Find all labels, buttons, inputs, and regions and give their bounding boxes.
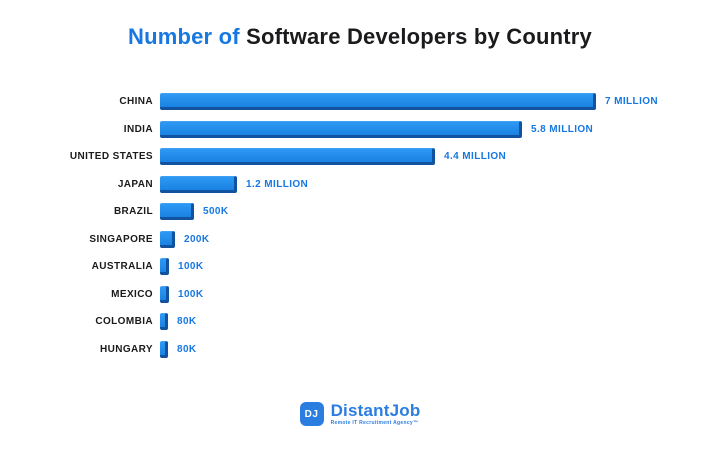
distantjob-logo-icon: DJ	[299, 402, 324, 426]
country-label: SINGAPORE	[89, 233, 153, 245]
bar	[160, 285, 169, 303]
bar	[160, 258, 169, 275]
country-label: HUNGARY	[100, 343, 153, 355]
bar-row: UNITED STATES 4.4 MILLION	[0, 148, 720, 165]
country-label: COLOMBIA	[95, 316, 153, 327]
bar	[160, 313, 168, 330]
bar-row: HUNGARY 80K	[0, 340, 720, 358]
country-label: AUSTRALIA	[91, 261, 153, 272]
bar-row: SINGAPORE 200K	[0, 230, 720, 248]
value-label: 4.4 MILLION	[444, 151, 507, 162]
brand-name: DistantJob	[330, 401, 421, 420]
value-label: 7 MILLION	[605, 96, 659, 107]
country-label: UNITED STATES	[69, 151, 153, 162]
brand-footer: DJ DistantJob Remote IT Recruitment Agen…	[0, 402, 720, 426]
value-label: 100K	[178, 261, 204, 272]
country-label: MEXICO	[111, 288, 153, 300]
page-title: Number of Software Developers by Country	[0, 0, 720, 50]
value-label: 100K	[178, 288, 204, 300]
value-label: 80K	[177, 316, 197, 327]
bar-row: COLOMBIA 80K	[0, 313, 720, 330]
title-rest: Software Developers by Country	[239, 24, 592, 49]
value-label: 5.8 MILLION	[531, 123, 594, 135]
bar-chart: CHINA 7 MILLION INDIA 5.8 MILLION UNITED…	[0, 93, 720, 358]
brand-tagline: Remote IT Recruitment Agency™	[330, 420, 419, 426]
country-label: INDIA	[123, 123, 153, 135]
country-label: BRAZIL	[113, 206, 153, 217]
logo-text: DistantJob Remote IT Recruitment Agency™	[331, 402, 421, 426]
country-label: JAPAN	[117, 178, 153, 190]
bar-row: JAPAN 1.2 MILLION	[0, 175, 720, 193]
bar	[160, 148, 435, 165]
value-label: 500K	[203, 206, 229, 217]
bar	[160, 203, 194, 220]
bar-row: BRAZIL 500K	[0, 203, 720, 220]
value-label: 1.2 MILLION	[246, 178, 309, 190]
bar	[160, 175, 237, 193]
bar	[160, 120, 522, 138]
bar	[160, 230, 175, 248]
value-label: 200K	[184, 233, 210, 245]
title-highlight: Number of	[128, 24, 240, 49]
bar	[160, 93, 596, 110]
country-label: CHINA	[119, 96, 153, 107]
bar-row: MEXICO 100K	[0, 285, 720, 303]
bar	[160, 340, 168, 358]
bar-row: AUSTRALIA 100K	[0, 258, 720, 275]
bar-row: INDIA 5.8 MILLION	[0, 120, 720, 138]
bar-row: CHINA 7 MILLION	[0, 93, 720, 110]
value-label: 80K	[177, 343, 197, 355]
